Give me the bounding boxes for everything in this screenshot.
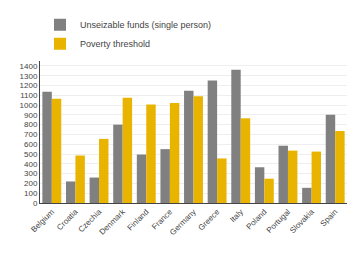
svg-text:200: 200 — [24, 179, 38, 188]
svg-text:1400: 1400 — [20, 62, 38, 71]
svg-text:1000: 1000 — [20, 101, 38, 110]
svg-text:500: 500 — [24, 150, 38, 159]
svg-text:100: 100 — [24, 189, 38, 198]
svg-text:Portugal: Portugal — [265, 207, 293, 235]
svg-text:600: 600 — [24, 140, 38, 149]
svg-text:Italy: Italy — [228, 207, 245, 224]
svg-text:Slovakia: Slovakia — [288, 207, 316, 235]
svg-text:1200: 1200 — [20, 81, 38, 90]
svg-text:Poverty threshold: Poverty threshold — [80, 39, 150, 49]
svg-text:Croatia: Croatia — [55, 207, 80, 232]
svg-text:900: 900 — [24, 111, 38, 120]
svg-text:300: 300 — [24, 169, 38, 178]
svg-text:400: 400 — [24, 160, 38, 169]
svg-text:Czechia: Czechia — [76, 207, 103, 234]
svg-text:Belgium: Belgium — [29, 207, 56, 234]
svg-text:1300: 1300 — [20, 71, 38, 80]
svg-text:Germany: Germany — [168, 207, 198, 237]
svg-text:France: France — [150, 207, 174, 231]
svg-text:Spain: Spain — [319, 207, 340, 228]
svg-text:800: 800 — [24, 120, 38, 129]
svg-text:0: 0 — [33, 199, 38, 208]
svg-text:700: 700 — [24, 130, 38, 139]
svg-text:Greece: Greece — [196, 207, 221, 232]
svg-text:Poland: Poland — [245, 207, 269, 231]
svg-text:Denmark: Denmark — [98, 207, 128, 237]
svg-text:Finland: Finland — [126, 207, 151, 232]
svg-text:Unseizable funds (single perso: Unseizable funds (single person) — [80, 20, 211, 30]
svg-text:1100: 1100 — [20, 91, 38, 100]
